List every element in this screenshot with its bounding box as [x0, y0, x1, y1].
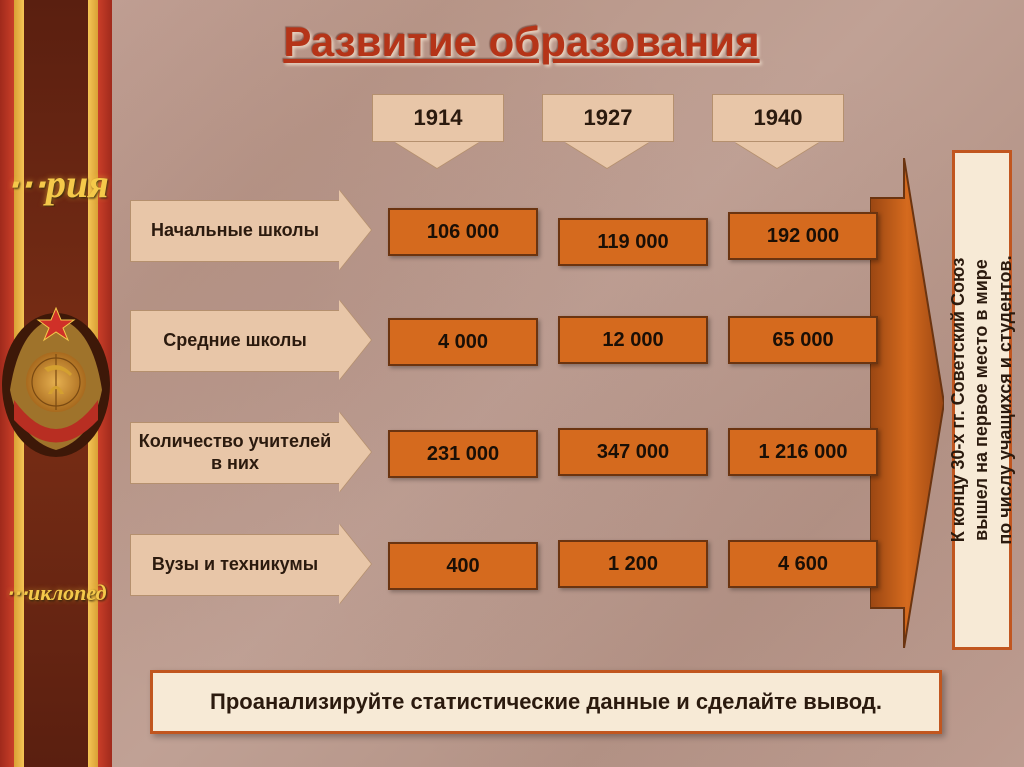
task-box: Проанализируйте статистические данные и … — [150, 670, 942, 734]
year-arrow-1940: 1940 — [712, 94, 842, 168]
data-cell: 4 600 — [728, 540, 878, 588]
page-title: Развитие образования — [283, 18, 759, 66]
year-label: 1927 — [584, 105, 633, 131]
side-decorative-strip: ⋯рия ( ⋯иклопед — [0, 0, 112, 767]
data-cell: 192 000 — [728, 212, 878, 260]
row-label-text: Вузы и техникумы — [152, 554, 318, 576]
row-label-text: Средние школы — [163, 330, 307, 352]
data-cell: 1 216 000 — [728, 428, 878, 476]
row-label-text: Начальные школы — [151, 220, 319, 242]
data-cell: 119 000 — [558, 218, 708, 266]
summary-box: К концу 30-х гг. Советский Союз вышел на… — [952, 150, 1012, 650]
data-cell: 400 — [388, 542, 538, 590]
year-label: 1940 — [754, 105, 803, 131]
task-text: Проанализируйте статистические данные и … — [210, 689, 882, 715]
big-arrow-icon — [870, 158, 944, 648]
year-label: 1914 — [414, 105, 463, 131]
data-cell: 106 000 — [388, 208, 538, 256]
strip-title-fragment: ⋯рия ( — [6, 160, 112, 207]
summary-text: К концу 30-х гг. Советский Союз вышел на… — [947, 160, 1017, 640]
data-cell: 1 200 — [558, 540, 708, 588]
data-cell: 65 000 — [728, 316, 878, 364]
data-cell: 231 000 — [388, 430, 538, 478]
data-cell: 4 000 — [388, 318, 538, 366]
data-cell: 347 000 — [558, 428, 708, 476]
row-label-text: Количество учителей в них — [131, 431, 339, 474]
data-cell: 12 000 — [558, 316, 708, 364]
year-arrow-1927: 1927 — [542, 94, 672, 168]
year-arrow-1914: 1914 — [372, 94, 502, 168]
strip-subtitle-fragment: ⋯иклопед — [6, 580, 112, 606]
soviet-emblem-icon — [0, 290, 112, 470]
